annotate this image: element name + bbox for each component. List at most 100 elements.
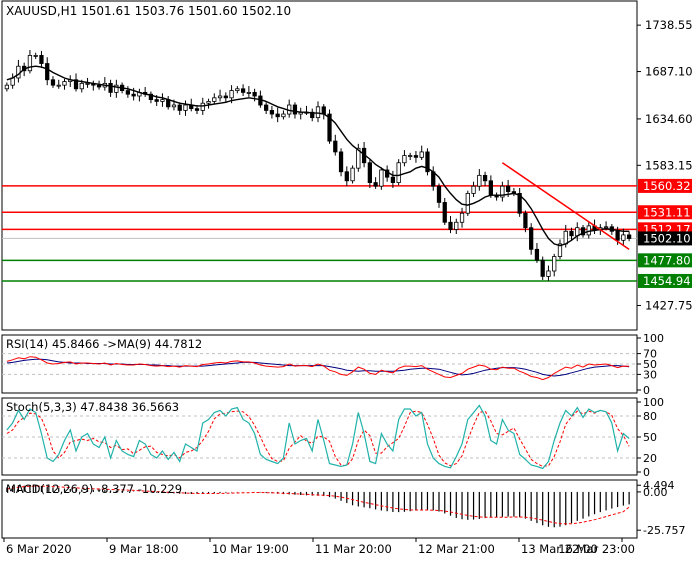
candle-body [373, 182, 378, 187]
price-panel-frame [1, 0, 638, 331]
candle-body [529, 227, 534, 250]
rsi-lines [6, 356, 630, 381]
candle-body [206, 101, 211, 104]
candle-body [482, 174, 488, 182]
ma-line [6, 65, 630, 247]
candle-body [217, 95, 223, 99]
candle-body [246, 91, 251, 94]
candle-body [171, 104, 177, 108]
candle-body [183, 104, 188, 111]
candle-body [396, 162, 401, 183]
time-tick-label: 10 Mar 19:00 [212, 542, 289, 556]
candle-body [321, 106, 326, 115]
candle-body [114, 84, 119, 93]
current-price-tag: 1502.10 [643, 231, 691, 245]
candle-body [534, 248, 540, 261]
candle-body [154, 99, 159, 102]
candle-body [557, 243, 563, 257]
support-tag: 1477.80 [643, 253, 691, 267]
trendline-segment [501, 162, 630, 250]
candle-body [4, 84, 10, 90]
candle-body [264, 104, 269, 111]
stochastic-tick-label: 0 [643, 466, 650, 479]
rsi-tick-label: 100 [643, 332, 664, 345]
candle-body [39, 55, 44, 64]
time-tick-label: 9 Mar 18:00 [109, 542, 178, 556]
candle-body [333, 140, 338, 153]
candle-body [350, 167, 355, 182]
candle-body [177, 104, 182, 111]
candle-body [419, 151, 424, 158]
candle-body [425, 151, 430, 173]
candle-body [56, 84, 61, 87]
resistance-tag: 1531.11 [643, 205, 691, 219]
macd-signal [6, 485, 630, 525]
candle-body [79, 82, 84, 90]
candle-body [621, 234, 626, 241]
candle-body [448, 221, 453, 230]
time-tick-label: 13 Mar 22:00 [521, 542, 598, 556]
candle-body [223, 95, 228, 99]
candle-body [240, 88, 246, 93]
candle-body [517, 193, 522, 214]
candle-body [626, 234, 632, 239]
candle-body [615, 230, 620, 241]
candle-body [356, 147, 361, 169]
symbol-info: XAUUSD,H1 1501.61 1503.76 1501.60 1502.1… [6, 4, 291, 18]
candle-body [459, 212, 465, 223]
rsi-line [6, 356, 630, 381]
price-panel[interactable]: XAUUSD,H1 1501.61 1503.76 1501.60 1502.1… [1, 0, 693, 331]
current-price-tag-bg [638, 231, 692, 246]
candle-body [569, 230, 574, 237]
candle-body [252, 91, 257, 97]
rsi-tick-label: 70 [643, 348, 657, 361]
resistance-tag-bg [638, 178, 692, 193]
macd-tick-label: -25.757 [643, 524, 685, 537]
candle-body [442, 202, 447, 223]
candle-body [540, 259, 545, 277]
candle-body [62, 81, 67, 86]
candle-body [546, 270, 551, 277]
rsi-levels [2, 353, 637, 375]
rsi-label: RSI(14) 45.8466 ->MA(9) 44.7812 [6, 337, 202, 351]
candle-body [235, 88, 240, 91]
resistance-tag-bg [638, 205, 692, 220]
time-tick-label: 11 Mar 20:00 [315, 542, 392, 556]
rsi-panel[interactable]: RSI(14) 45.8466 ->MA(9) 44.7812 100 70503… [1, 332, 664, 397]
stochastic-tick-label: 80 [643, 410, 657, 423]
macd-tick-label: 4.494 [643, 479, 675, 492]
stochastic-signal-line [6, 409, 630, 467]
candle-body [505, 185, 511, 193]
candle-body [367, 162, 372, 183]
candle-body [327, 113, 332, 142]
macd-tick-label: 0.00 [643, 486, 668, 499]
support-tag: 1454.94 [643, 274, 691, 288]
stochastic-lines [6, 404, 630, 470]
rsi-tick-label: 0 [643, 384, 650, 397]
candle-body [413, 155, 419, 158]
candle-body [408, 155, 413, 157]
candle-body [580, 227, 586, 236]
candle-body [465, 193, 470, 214]
candle-body [281, 113, 286, 118]
candle-body [477, 174, 482, 187]
stochastic-tick-label: 100 [643, 396, 664, 409]
moving-average [6, 65, 630, 247]
candle-body [603, 226, 609, 229]
time-tick-label: 12 Mar 21:00 [418, 542, 495, 556]
stochastic-main-line [6, 404, 630, 470]
stochastic-label: Stoch(5,3,3) 47.8438 36.5663 [6, 400, 179, 414]
candle-body [45, 63, 50, 81]
trendline [501, 162, 630, 250]
candle-body [160, 99, 165, 102]
price-tick-label: 1687.10 [645, 65, 693, 79]
candle-body [390, 176, 396, 183]
candle-body [131, 93, 136, 97]
candle-body [200, 102, 205, 111]
candle-body [454, 221, 459, 230]
